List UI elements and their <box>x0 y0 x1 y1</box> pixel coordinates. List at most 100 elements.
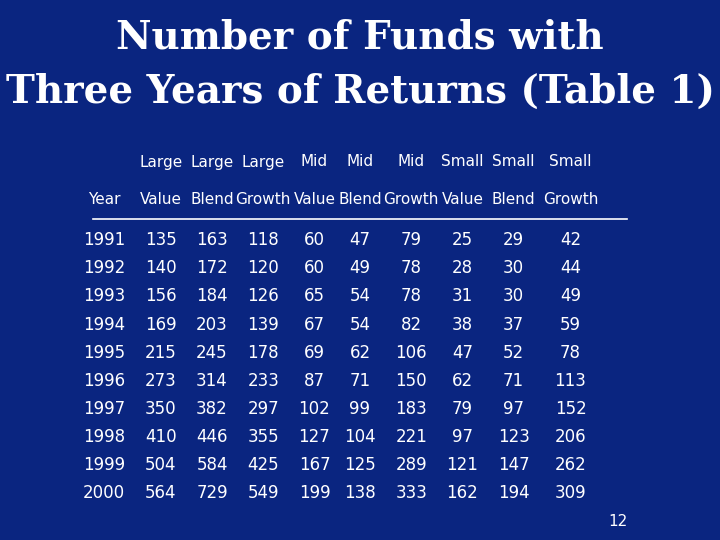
Text: 138: 138 <box>344 484 376 502</box>
Text: 233: 233 <box>248 372 279 390</box>
Text: 123: 123 <box>498 428 530 446</box>
Text: 120: 120 <box>248 259 279 278</box>
Text: 79: 79 <box>452 400 473 418</box>
Text: 104: 104 <box>344 428 376 446</box>
Text: 172: 172 <box>196 259 228 278</box>
Text: 102: 102 <box>299 400 330 418</box>
Text: 69: 69 <box>304 343 325 362</box>
Text: Large: Large <box>139 154 182 170</box>
Text: 206: 206 <box>554 428 586 446</box>
Text: Small: Small <box>492 154 535 170</box>
Text: 60: 60 <box>304 231 325 249</box>
Text: 47: 47 <box>452 343 473 362</box>
Text: Mid: Mid <box>346 154 374 170</box>
Text: 99: 99 <box>349 400 371 418</box>
Text: Large: Large <box>190 154 234 170</box>
Text: 78: 78 <box>401 287 422 306</box>
Text: 49: 49 <box>349 259 371 278</box>
Text: 1994: 1994 <box>83 315 125 334</box>
Text: Growth: Growth <box>384 192 439 207</box>
Text: 12: 12 <box>608 514 627 529</box>
Text: 1995: 1995 <box>83 343 125 362</box>
Text: 147: 147 <box>498 456 529 474</box>
Text: 54: 54 <box>349 315 371 334</box>
Text: 1993: 1993 <box>83 287 125 306</box>
Text: 729: 729 <box>197 484 228 502</box>
Text: 163: 163 <box>196 231 228 249</box>
Text: 183: 183 <box>395 400 427 418</box>
Text: 314: 314 <box>196 372 228 390</box>
Text: Blend: Blend <box>338 192 382 207</box>
Text: 203: 203 <box>196 315 228 334</box>
Text: 52: 52 <box>503 343 524 362</box>
Text: 82: 82 <box>400 315 422 334</box>
Text: 87: 87 <box>304 372 325 390</box>
Text: 49: 49 <box>560 287 581 306</box>
Text: 199: 199 <box>299 484 330 502</box>
Text: 382: 382 <box>196 400 228 418</box>
Text: 79: 79 <box>401 231 422 249</box>
Text: 37: 37 <box>503 315 524 334</box>
Text: 1999: 1999 <box>83 456 125 474</box>
Text: 1996: 1996 <box>83 372 125 390</box>
Text: 59: 59 <box>560 315 581 334</box>
Text: 410: 410 <box>145 428 176 446</box>
Text: 30: 30 <box>503 287 524 306</box>
Text: 121: 121 <box>446 456 478 474</box>
Text: 139: 139 <box>248 315 279 334</box>
Text: 178: 178 <box>248 343 279 362</box>
Text: 167: 167 <box>299 456 330 474</box>
Text: 289: 289 <box>395 456 427 474</box>
Text: 162: 162 <box>446 484 478 502</box>
Text: 71: 71 <box>349 372 371 390</box>
Text: Growth: Growth <box>543 192 598 207</box>
Text: Mid: Mid <box>301 154 328 170</box>
Text: 184: 184 <box>197 287 228 306</box>
Text: 1997: 1997 <box>83 400 125 418</box>
Text: 245: 245 <box>197 343 228 362</box>
Text: Small: Small <box>441 154 484 170</box>
Text: 29: 29 <box>503 231 524 249</box>
Text: 97: 97 <box>503 400 524 418</box>
Text: 135: 135 <box>145 231 176 249</box>
Text: 106: 106 <box>395 343 427 362</box>
Text: 273: 273 <box>145 372 176 390</box>
Text: 42: 42 <box>560 231 581 249</box>
Text: 564: 564 <box>145 484 176 502</box>
Text: 355: 355 <box>248 428 279 446</box>
Text: 31: 31 <box>451 287 473 306</box>
Text: Year: Year <box>88 192 120 207</box>
Text: 2000: 2000 <box>83 484 125 502</box>
Text: 350: 350 <box>145 400 176 418</box>
Text: 446: 446 <box>197 428 228 446</box>
Text: 78: 78 <box>560 343 581 362</box>
Text: 309: 309 <box>554 484 586 502</box>
Text: 44: 44 <box>560 259 581 278</box>
Text: 113: 113 <box>554 372 587 390</box>
Text: Growth: Growth <box>235 192 291 207</box>
Text: 28: 28 <box>452 259 473 278</box>
Text: Large: Large <box>242 154 285 170</box>
Text: Three Years of Returns (Table 1): Three Years of Returns (Table 1) <box>6 73 714 111</box>
Text: 62: 62 <box>452 372 473 390</box>
Text: 47: 47 <box>349 231 371 249</box>
Text: 118: 118 <box>248 231 279 249</box>
Text: 67: 67 <box>304 315 325 334</box>
Text: Number of Funds with: Number of Funds with <box>116 19 604 57</box>
Text: 71: 71 <box>503 372 524 390</box>
Text: 1991: 1991 <box>83 231 125 249</box>
Text: 62: 62 <box>349 343 371 362</box>
Text: 549: 549 <box>248 484 279 502</box>
Text: 60: 60 <box>304 259 325 278</box>
Text: 156: 156 <box>145 287 176 306</box>
Text: 152: 152 <box>554 400 586 418</box>
Text: 54: 54 <box>349 287 371 306</box>
Text: 169: 169 <box>145 315 176 334</box>
Text: 97: 97 <box>452 428 473 446</box>
Text: Mid: Mid <box>397 154 425 170</box>
Text: 584: 584 <box>197 456 228 474</box>
Text: 65: 65 <box>304 287 325 306</box>
Text: Value: Value <box>140 192 182 207</box>
Text: Blend: Blend <box>190 192 234 207</box>
Text: 504: 504 <box>145 456 176 474</box>
